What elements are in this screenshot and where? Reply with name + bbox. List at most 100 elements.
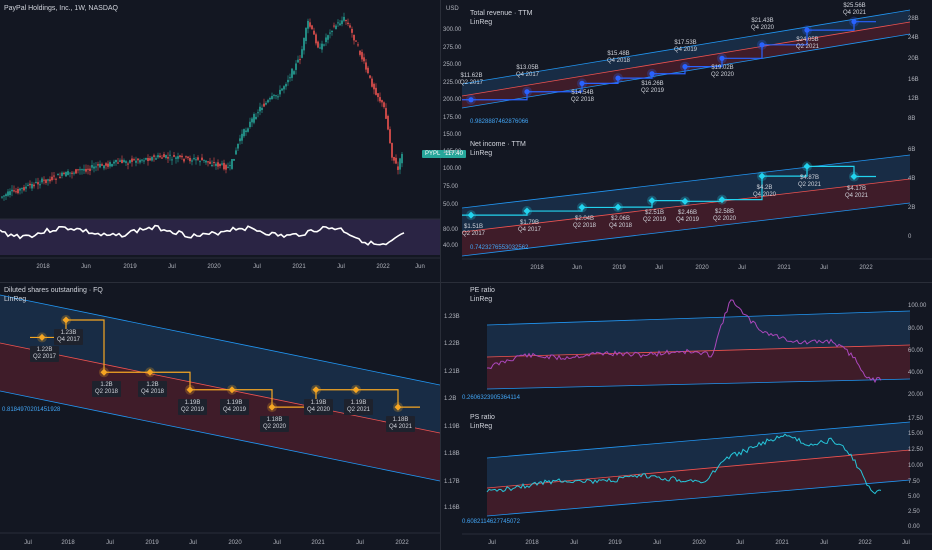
candle-body — [291, 68, 293, 78]
net-income-chart[interactable]: 2018 Jun 2019 Jul 2020 Jul 2021 Jul 2022 — [462, 137, 932, 282]
shares-channel-mid-line — [0, 342, 440, 434]
shares-axis-tick: 1.18B — [444, 451, 460, 457]
candle-body — [217, 162, 219, 167]
revenue-point — [851, 19, 857, 25]
candle-body — [235, 150, 237, 155]
pe-chart[interactable] — [462, 283, 932, 409]
candle-body — [115, 159, 117, 163]
net-income-point-label: $4.17B Q4 2021 — [842, 185, 871, 201]
time-tick-label: 2020 — [228, 540, 242, 546]
ps-pane[interactable]: Jul 2018 Jul 2019 Jul 2020 Jul 2021 Jul 2022 Jul P… — [462, 410, 932, 550]
net-income-point-value: $2.51B — [645, 209, 665, 216]
candle-body — [9, 191, 11, 196]
revenue-title: Total revenue · TTM — [470, 10, 533, 17]
shares-point-value: 1.23B — [60, 330, 77, 336]
net-income-r-value: 0.7423276553032562 — [470, 245, 529, 251]
revenue-axis-tick: 12B — [908, 96, 919, 102]
pe-axis-tick: 100.00 — [908, 303, 927, 309]
shares-point-value: 1.19B — [184, 399, 201, 406]
shares-title: Diluted shares outstanding · FQ — [4, 287, 103, 294]
oscillator-band — [0, 219, 440, 255]
candle-body — [395, 157, 397, 164]
candle-body — [129, 160, 131, 163]
time-tick-label: Jul — [738, 265, 746, 271]
net-income-point-period: Q4 2018 — [609, 223, 633, 230]
candle-body — [81, 169, 83, 171]
candle-body — [41, 178, 43, 183]
pane-divider-vertical[interactable] — [440, 0, 441, 550]
candle-body — [269, 98, 271, 100]
price-tick-label: 50.00 — [443, 202, 459, 208]
shares-point-period: Q4 2021 — [389, 424, 413, 431]
net-income-axis-tick: 2B — [908, 205, 916, 211]
candle-body — [323, 44, 325, 46]
revenue-point-period: Q4 2018 — [607, 58, 631, 65]
shares-chart[interactable]: Jul 2018 Jul 2019 Jul 2020 Jul 2021 Jul 2022 — [0, 283, 440, 550]
pe-channel-lower-line — [486, 378, 911, 390]
net-income-channel-lower-band — [462, 179, 910, 256]
shares-point — [312, 386, 320, 394]
revenue-point-period: Q4 2017 — [516, 71, 540, 78]
candle-body — [85, 168, 87, 172]
time-tick-label: 2022 — [395, 540, 409, 546]
revenue-point — [468, 97, 474, 103]
candle-body — [13, 190, 15, 192]
time-tick-label: 2021 — [777, 265, 791, 271]
net-income-axis-tick: 6B — [908, 147, 916, 153]
pe-indicator: LinReg — [470, 296, 493, 303]
shares-point-period: Q4 2019 — [223, 406, 247, 413]
price-pane[interactable]: 2018 Jun 2019 Jul 2020 Jul 2021 Jul 2022 Jun PayP… — [0, 0, 440, 282]
candle-body — [307, 20, 309, 29]
candle-body — [19, 188, 21, 191]
net-income-point-label: $1.79B Q4 2017 — [515, 219, 544, 235]
pe-pane[interactable]: PE ratio LinReg 0.2606323905364114 — [462, 283, 932, 409]
net-income-point-period: Q4 2020 — [753, 192, 777, 199]
shares-point-value: 1.2B — [146, 382, 159, 389]
price-tick-label: 175.00 — [443, 115, 462, 121]
revenue-point — [719, 55, 725, 61]
pe-channel-lower-band — [487, 345, 910, 389]
net-income-point-value: $1.51B — [464, 224, 484, 231]
candle-body — [111, 164, 113, 167]
net-income-pane[interactable]: 2018 Jun 2019 Jul 2020 Jul 2021 Jul 2022 Net inc… — [462, 137, 932, 282]
pane-divider-horizontal[interactable] — [0, 282, 932, 283]
price-axis[interactable]: USD — [440, 0, 462, 282]
candle-body — [315, 34, 317, 44]
ps-axis-tick: 15.00 — [908, 431, 924, 437]
net-income-point — [578, 203, 586, 211]
revenue-point — [615, 75, 621, 81]
revenue-axis-tick: 24B — [908, 35, 919, 41]
candle-body — [301, 49, 303, 58]
shares-axis-tick: 1.21B — [444, 369, 460, 375]
ps-chart[interactable]: Jul 2018 Jul 2019 Jul 2020 Jul 2021 Jul 2022 Jul — [462, 410, 932, 550]
shares-pane[interactable]: Jul 2018 Jul 2019 Jul 2020 Jul 2021 Jul 2022 Dilu… — [0, 283, 440, 550]
revenue-point-label: $24.05B Q2 2021 — [793, 36, 822, 52]
pe-title: PE ratio — [470, 287, 495, 294]
time-tick-label: 2018 — [530, 265, 544, 271]
shares-axis-tick: 1.23B — [444, 314, 460, 320]
ps-channel-mid-line — [486, 449, 911, 489]
candle-body — [249, 121, 251, 128]
candle-body — [297, 59, 299, 63]
revenue-chart[interactable] — [462, 0, 932, 136]
candle-body — [325, 37, 327, 43]
ps-axis-tick: 10.00 — [908, 463, 924, 469]
candle-body — [191, 160, 193, 162]
revenue-point-value: $19.02B — [711, 65, 734, 72]
time-tick-label: Jul — [736, 540, 744, 546]
net-income-point — [803, 162, 811, 170]
net-income-point — [523, 207, 531, 215]
time-tick-label: Jul — [253, 264, 261, 270]
revenue-point-value: $21.43B — [751, 17, 774, 24]
shares-point-label: 1.18B Q4 2021 — [386, 416, 416, 433]
candle-body — [65, 172, 67, 177]
price-chart[interactable]: 2018 Jun 2019 Jul 2020 Jul 2021 Jul 2022 Jun — [0, 0, 440, 282]
revenue-point-period: Q4 2020 — [751, 24, 775, 31]
revenue-pane[interactable]: Total revenue · TTM LinReg 0.98288874628… — [462, 0, 932, 136]
candle-body — [203, 159, 205, 161]
revenue-point-label: $17.53B Q4 2019 — [671, 39, 700, 55]
shares-point-period: Q4 2017 — [57, 337, 81, 343]
candle-body — [389, 129, 391, 144]
time-tick-label: Jul — [488, 540, 496, 546]
shares-point-label: 1.2B Q4 2018 — [138, 381, 168, 398]
